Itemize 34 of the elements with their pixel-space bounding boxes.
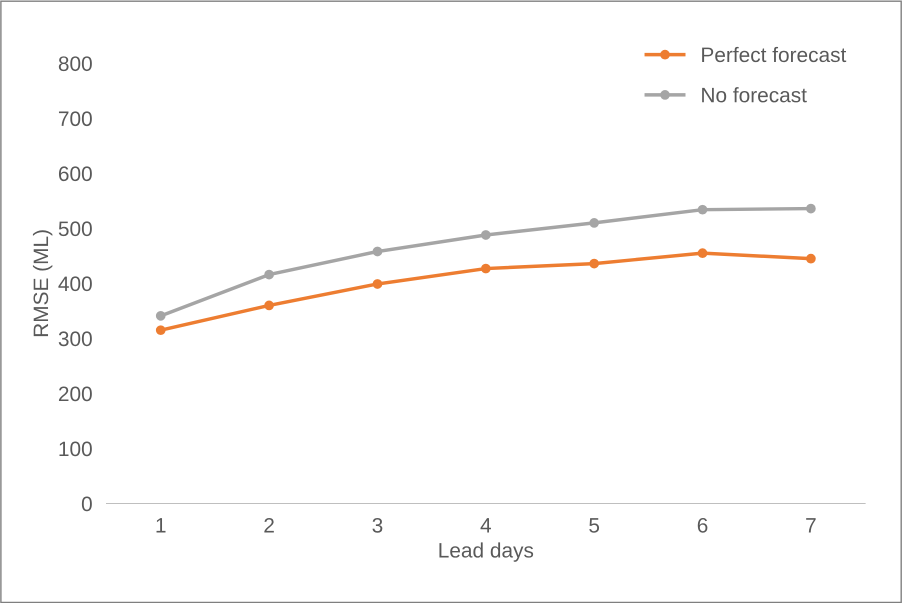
point	[264, 300, 274, 310]
point	[806, 204, 816, 214]
x-tick-label: 1	[156, 518, 166, 532]
point	[480, 230, 491, 240]
y-tick-label: 100	[60, 441, 92, 456]
legend-label: No forecast	[702, 87, 807, 102]
x-tick-label: 7	[806, 518, 816, 532]
y-tick-label: 200	[58, 386, 92, 402]
x-axis-title: Lead days	[439, 542, 534, 562]
point	[372, 246, 382, 256]
point	[698, 204, 708, 215]
point	[698, 248, 708, 258]
x-tick-label: 5	[589, 518, 600, 533]
point	[372, 279, 382, 289]
x-tick-label: 3	[372, 518, 382, 533]
y-tick-label: 600	[58, 166, 92, 182]
y-tick-label: 400	[58, 276, 92, 292]
point	[264, 270, 274, 280]
point	[589, 258, 600, 268]
y-tick-label: 300	[58, 331, 92, 346]
legend-label: Perfect forecast	[702, 46, 846, 62]
point	[156, 325, 166, 336]
x-tick-label: 2	[264, 518, 274, 532]
point	[480, 264, 491, 274]
y-tick-label: 0	[82, 496, 92, 512]
point	[589, 218, 600, 228]
x-tick-label: 4	[480, 518, 491, 532]
point	[156, 311, 166, 321]
y-axis-title: RMSE (ML)	[32, 230, 52, 336]
point	[806, 254, 816, 264]
y-tick-label: 700	[58, 111, 92, 126]
y-tick-label: 800	[58, 56, 92, 72]
y-tick-label: 500	[58, 221, 92, 236]
x-tick-label: 6	[698, 518, 708, 533]
